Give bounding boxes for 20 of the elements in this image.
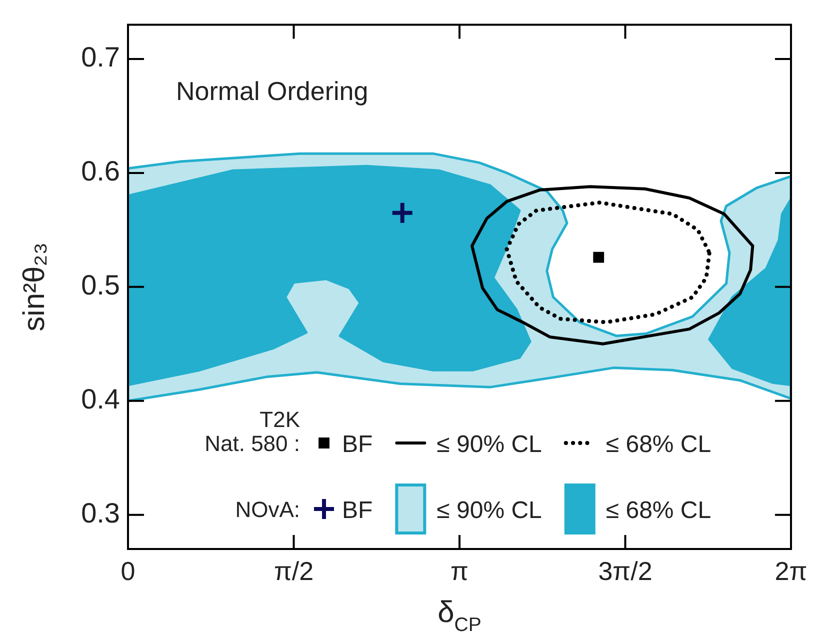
x-tick-label: 0 — [120, 556, 136, 586]
legend-label: ≤ 90% CL — [436, 497, 542, 524]
legend-label: ≤ 68% CL — [606, 497, 712, 524]
y-tick-label: 0.4 — [81, 384, 120, 415]
y-tick-label: 0.7 — [81, 42, 120, 73]
legend-label: BF — [342, 497, 373, 524]
y-axis-title: sin²θ₂₃ — [18, 242, 51, 332]
annotation: NOvA: — [235, 497, 300, 522]
annotation: T2K Nat. 580 : — [204, 407, 300, 456]
x-tick-label: π — [450, 556, 468, 586]
legend-label: BF — [342, 431, 373, 458]
legend-label: ≤ 90% CL — [436, 431, 542, 458]
y-tick-label: 0.5 — [81, 270, 120, 301]
legend-label: ≤ 68% CL — [606, 431, 712, 458]
x-tick-label: 3π/2 — [598, 556, 652, 586]
x-tick-label: π/2 — [274, 556, 314, 586]
x-tick-label: 2π — [774, 556, 808, 586]
y-tick-label: 0.3 — [81, 498, 120, 529]
y-tick-label: 0.6 — [81, 156, 120, 187]
annotation: Normal Ordering — [176, 76, 368, 106]
